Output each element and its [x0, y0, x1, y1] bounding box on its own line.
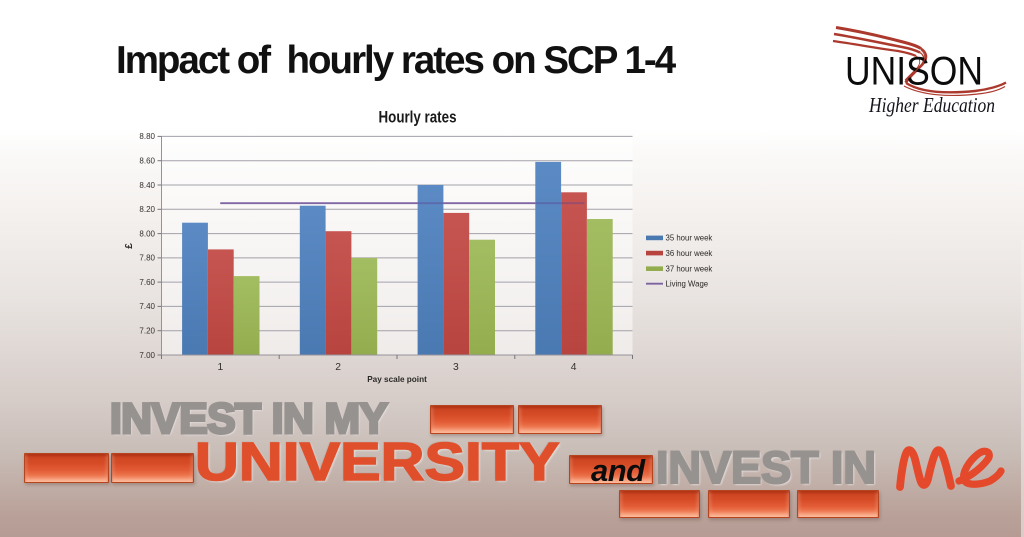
svg-text:7.00: 7.00 [139, 351, 155, 360]
svg-text:8.60: 8.60 [139, 157, 155, 166]
svg-text:3: 3 [453, 362, 459, 373]
svg-text:UNISON: UNISON [845, 50, 983, 94]
svg-text:7.80: 7.80 [139, 254, 155, 263]
svg-text:8.00: 8.00 [139, 229, 155, 238]
svg-text:Hourly rates: Hourly rates [379, 108, 457, 127]
svg-text:1: 1 [218, 362, 224, 373]
svg-text:8.40: 8.40 [139, 181, 155, 190]
svg-text:Higher Education: Higher Education [868, 93, 995, 117]
svg-text:£: £ [124, 243, 135, 249]
svg-text:35 hour week: 35 hour week [666, 234, 713, 243]
svg-text:7.20: 7.20 [139, 327, 155, 336]
svg-text:2: 2 [335, 362, 341, 373]
svg-text:8.20: 8.20 [139, 205, 155, 214]
svg-text:4: 4 [571, 362, 577, 373]
svg-text:7.40: 7.40 [139, 302, 155, 311]
svg-text:8.80: 8.80 [139, 132, 155, 141]
svg-text:7.60: 7.60 [139, 278, 155, 287]
svg-text:Living Wage: Living Wage [666, 280, 709, 289]
svg-text:36 hour week: 36 hour week [666, 249, 713, 258]
svg-text:Pay scale point: Pay scale point [367, 375, 427, 384]
svg-text:37 hour week: 37 hour week [666, 265, 713, 274]
